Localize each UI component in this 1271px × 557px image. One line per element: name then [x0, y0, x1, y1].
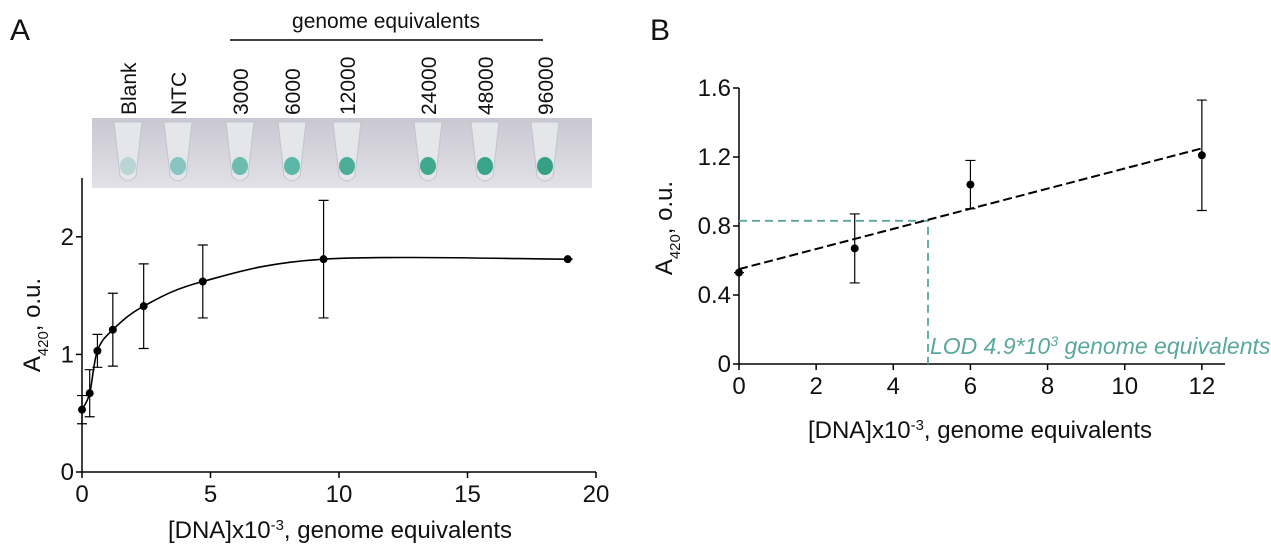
data-point	[139, 302, 148, 311]
y-tick-label: 1.2	[698, 144, 731, 171]
tube-liquid	[537, 157, 553, 175]
data-point	[735, 268, 743, 277]
tube-label: 96000	[535, 57, 558, 115]
x-tick-label: 10	[1111, 373, 1138, 400]
tube-liquid	[339, 157, 355, 175]
y-axis-label-part: A	[651, 259, 678, 275]
image-header: genome equivalents	[292, 10, 480, 33]
y-axis-label: A420, o.u.	[19, 278, 52, 372]
data-point	[966, 180, 975, 189]
data-point	[78, 405, 86, 414]
data-point	[108, 325, 117, 334]
lod-guide	[739, 219, 929, 364]
panel-label: B	[650, 14, 670, 47]
data-point	[1197, 151, 1206, 160]
data-point	[563, 255, 572, 264]
x-tick-label: 20	[583, 481, 610, 508]
tube-liquid	[420, 157, 436, 175]
tube-label: NTC	[168, 72, 191, 115]
x-tick-label: 4	[887, 373, 900, 400]
x-tick-label: 2	[809, 373, 822, 400]
tube-liquid	[120, 157, 136, 175]
tube-liquid	[232, 157, 248, 175]
tube-label: 6000	[282, 68, 305, 115]
lod-label-part: 3	[1050, 334, 1058, 350]
data-point	[85, 389, 94, 398]
lod-label-part: LOD 4.9*10	[930, 333, 1050, 359]
x-axis-label: [DNA]x10-3, genome equivalents	[808, 417, 1152, 444]
y-tick-label: 0	[718, 351, 731, 378]
fit-curve	[81, 256, 568, 411]
x-tick-label: 5	[204, 481, 217, 508]
x-axis-label-part: , genome equivalents	[924, 417, 1152, 444]
y-tick-label: 1	[61, 341, 74, 368]
tube-label: 12000	[337, 57, 360, 115]
x-tick-label: 10	[326, 481, 353, 508]
y-tick-label: 0.8	[698, 213, 731, 240]
data-point	[850, 244, 859, 253]
x-axis-label-part: -3	[271, 518, 284, 534]
panel-label: A	[10, 14, 30, 47]
y-axis-label: A420, o.u.	[651, 181, 684, 275]
tube-label: 3000	[230, 68, 253, 115]
tube-label: 24000	[418, 57, 441, 115]
y-axis-label-part: , o.u.	[651, 181, 678, 234]
x-axis-label-part: -3	[911, 418, 924, 434]
lod-label: LOD 4.9*103 genome equivalents	[930, 333, 1271, 359]
x-axis-label: [DNA]x10-3, genome equivalents	[168, 517, 512, 544]
x-axis-label-part: [DNA]x10	[808, 417, 911, 444]
tube-liquid	[284, 157, 300, 175]
tube-label: 48000	[475, 57, 498, 115]
y-tick-label: 0	[61, 459, 74, 486]
x-tick-label: 0	[732, 373, 745, 400]
x-axis-label-part: , genome equivalents	[284, 517, 512, 544]
y-tick-label: 0.4	[698, 282, 731, 309]
tube-liquid	[170, 157, 186, 175]
y-axis-label-part: A	[19, 356, 46, 372]
x-tick-label: 15	[454, 481, 481, 508]
lod-label-part: genome equivalents	[1058, 333, 1271, 359]
x-tick-label: 12	[1189, 373, 1216, 400]
x-axis-label-part: [DNA]x10	[168, 517, 271, 544]
tube-label: Blank	[118, 62, 141, 115]
tube-liquid	[477, 157, 493, 175]
y-axis-label-part: , o.u.	[19, 278, 46, 331]
data-point	[93, 346, 102, 355]
data-point	[319, 255, 328, 264]
x-tick-label: 8	[1041, 373, 1054, 400]
y-tick-label: 2	[61, 224, 74, 251]
x-tick-label: 6	[964, 373, 977, 400]
data-point	[198, 277, 207, 286]
x-tick-label: 0	[75, 481, 88, 508]
y-axis-label-part: 420	[36, 331, 52, 356]
y-tick-label: 1.6	[698, 75, 731, 102]
y-axis-label-part: 420	[668, 234, 684, 259]
